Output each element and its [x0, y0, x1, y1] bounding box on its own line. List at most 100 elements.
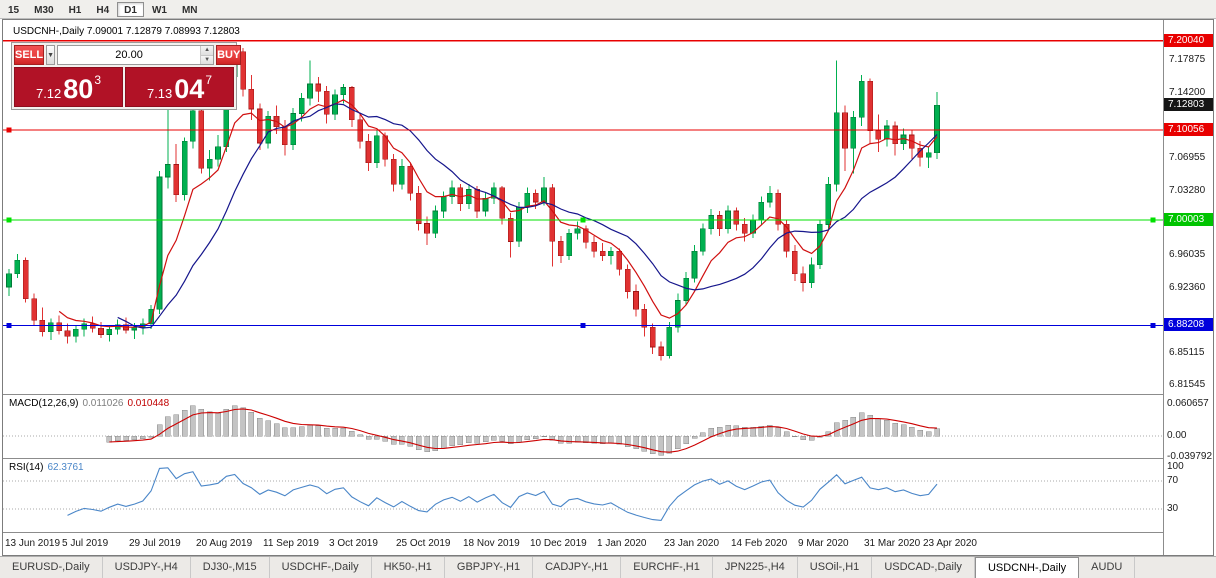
chart-tab-eurusd-daily[interactable]: EURUSD-,Daily — [0, 557, 103, 578]
date-label: 14 Feb 2020 — [731, 538, 788, 549]
price-axis: 7.17875 7.14200 7.06955 7.03280 6.96035 6.923… — [1163, 20, 1213, 555]
rsi-line — [67, 467, 938, 521]
hline-handle-right[interactable] — [1150, 323, 1156, 328]
chart-tab-cadjpy-h1[interactable]: CADJPY-,H1 — [533, 557, 622, 578]
chart-info-line: USDCNH-,Daily 7.09001 7.12879 7.08993 7.… — [13, 26, 240, 37]
trade-controls-row: SELL ▼ ▲ ▼ BUY — [14, 45, 242, 65]
hline-handle-left[interactable] — [6, 127, 12, 133]
price-badge-7.12803: 7.12803 — [1164, 98, 1213, 111]
date-label: 5 Jul 2019 — [62, 538, 109, 549]
price-tick: 7.14200 — [1169, 87, 1206, 98]
date-label: 23 Apr 2020 — [923, 538, 977, 549]
volume-spinner: ▲ ▼ — [200, 46, 214, 64]
volume-field: ▲ ▼ — [57, 45, 215, 65]
volume-decrease-button[interactable]: ▼ — [201, 55, 214, 64]
date-label: 1 Jan 2020 — [597, 538, 647, 549]
timeframe-button-mn[interactable]: MN — [181, 4, 198, 16]
chart-tab-audu[interactable]: AUDU — [1079, 557, 1136, 578]
chart-window: 13 Jun 2019 5 Jul 2019 29 Jul 2019 20 Aug 2… — [2, 19, 1214, 556]
hline-7.10056[interactable] — [3, 127, 1163, 133]
buy-button[interactable]: BUY — [216, 45, 242, 65]
date-label: 20 Aug 2019 — [196, 538, 253, 549]
rsi-axis-label: 70 — [1167, 475, 1179, 486]
macd-signal-value: 0.010448 — [127, 398, 170, 409]
chart-tab-eurchf-h1[interactable]: EURCHF-,H1 — [621, 557, 713, 578]
date-label: 11 Sep 2019 — [263, 538, 319, 549]
volume-input[interactable] — [58, 46, 201, 64]
date-label: 9 Mar 2020 — [798, 538, 849, 549]
date-label: 3 Oct 2019 — [329, 538, 378, 549]
hline-7.00003[interactable] — [3, 217, 1163, 223]
panel-separator[interactable] — [3, 458, 1213, 459]
price-tick: 6.81545 — [1169, 379, 1206, 390]
price-tick: 7.17875 — [1169, 54, 1206, 65]
time-axis: 13 Jun 2019 5 Jul 2019 29 Jul 2019 20 Aug 2… — [3, 533, 1163, 555]
rsi-panel[interactable] — [3, 459, 1163, 532]
chart-tab-usdchf-daily[interactable]: USDCHF-,Daily — [270, 557, 372, 578]
quote-row: 7.12 80 3 7.13 04 7 — [14, 67, 234, 107]
buy-price-head: 7.13 — [146, 86, 173, 101]
sell-price-head: 7.12 — [35, 86, 62, 101]
chart-tab-dj30-m15[interactable]: DJ30-,M15 — [191, 557, 270, 578]
price-tick: 7.06955 — [1169, 152, 1206, 163]
date-label: 23 Jan 2020 — [664, 538, 720, 549]
date-label: 13 Jun 2019 — [5, 538, 61, 549]
chart-tab-usdjpy-h4[interactable]: USDJPY-,H4 — [103, 557, 191, 578]
chart-tab-usdcad-daily[interactable]: USDCAD-,Daily — [872, 557, 975, 578]
sell-quote[interactable]: 7.12 80 3 — [14, 67, 123, 107]
chart-tab-usdcnh-daily[interactable]: USDCNH-,Daily — [974, 557, 1080, 578]
date-label: 29 Jul 2019 — [129, 538, 181, 549]
macd-axis-label: 0.060657 — [1167, 398, 1209, 409]
sell-price-pips: 80 — [63, 74, 94, 104]
price-badge-7.00003: 7.00003 — [1164, 213, 1213, 226]
timeframe-button-15[interactable]: 15 — [8, 4, 20, 16]
date-label: 18 Nov 2019 — [463, 538, 520, 549]
rsi-value: 62.3761 — [47, 462, 84, 473]
chart-tab-gbpjpy-h1[interactable]: GBPJPY-,H1 — [445, 557, 534, 578]
ma-slow-line — [117, 103, 938, 329]
timeframe-button-w1[interactable]: W1 — [151, 4, 167, 16]
rsi-name: RSI(14) — [9, 462, 44, 473]
volume-increase-button[interactable]: ▲ — [201, 46, 214, 56]
buy-price-pips: 04 — [174, 74, 205, 104]
chart-tab-usoil-h1[interactable]: USOil-,H1 — [798, 557, 873, 578]
timeframe-button-h1[interactable]: H1 — [68, 4, 82, 16]
buy-quote[interactable]: 7.13 04 7 — [125, 67, 234, 107]
chart-tabs-bar: EURUSD-,Daily USDJPY-,H4 DJ30-,M15 USDCHF-,… — [0, 556, 1216, 578]
date-label: 25 Oct 2019 — [396, 538, 451, 549]
macd-histogram — [106, 405, 940, 456]
macd-label: MACD(12,26,9) 0.011026 0.010448 — [9, 398, 169, 409]
price-tick: 6.92360 — [1169, 282, 1206, 293]
chevron-down-icon: ▼ — [47, 51, 55, 59]
price-badge-7.20040: 7.20040 — [1164, 34, 1213, 47]
timeframe-button-h4[interactable]: H4 — [96, 4, 110, 16]
rsi-axis-label: 100 — [1167, 461, 1184, 472]
macd-signal-line — [109, 408, 938, 453]
rsi-label: RSI(14) 62.3761 — [9, 462, 84, 473]
hline-handle-right[interactable] — [1150, 217, 1156, 223]
volume-dropdown-button[interactable]: ▼ — [46, 45, 56, 65]
panel-separator — [3, 532, 1213, 533]
sell-button[interactable]: SELL — [14, 45, 45, 65]
hline-handle-left[interactable] — [6, 323, 12, 328]
macd-main-value: 0.011026 — [82, 398, 124, 409]
macd-axis-label: -0.039792 — [1167, 451, 1213, 462]
date-label: 10 Dec 2019 — [530, 538, 587, 549]
timeframe-button-d1[interactable]: D1 — [117, 1, 144, 17]
price-badge-7.10056: 7.10056 — [1164, 123, 1213, 136]
chart-tab-hk50-h1[interactable]: HK50-,H1 — [372, 557, 445, 578]
rsi-axis-label: 30 — [1167, 503, 1179, 514]
panel-separator[interactable] — [3, 394, 1213, 395]
price-chart[interactable] — [3, 20, 1163, 394]
chart-tab-jpn225-h4[interactable]: JPN225-,H4 — [713, 557, 798, 578]
hline-handle-center[interactable] — [580, 323, 586, 328]
macd-panel[interactable] — [3, 395, 1163, 458]
hline-handle-center[interactable] — [580, 217, 586, 223]
sell-price-point: 3 — [94, 73, 102, 87]
hline-handle-left[interactable] — [6, 217, 12, 223]
date-label: 31 Mar 2020 — [864, 538, 921, 549]
timeframe-button-m30[interactable]: M30 — [34, 4, 54, 16]
hline-6.88208[interactable] — [3, 323, 1163, 328]
timeframe-toolbar: 15 M30 H1 H4 D1 W1 MN — [0, 0, 1216, 19]
